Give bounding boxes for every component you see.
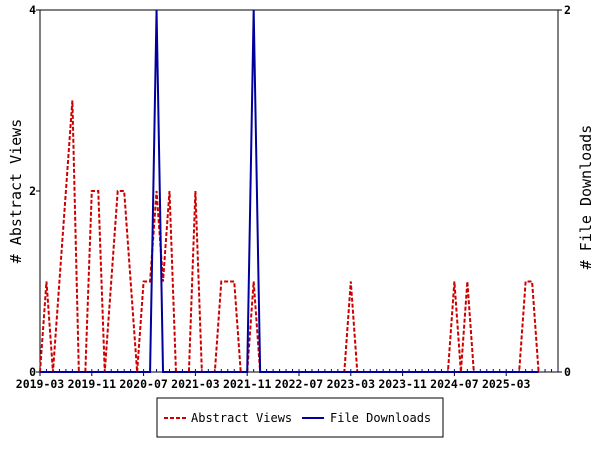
x-tick-label: 2021-11 (223, 377, 272, 391)
legend: Abstract Views File Downloads (156, 397, 444, 438)
y-left-tick-label: 2 (29, 184, 36, 198)
y-right-tick-label: 0 (564, 365, 571, 379)
y-left-tick-label: 4 (29, 3, 36, 17)
legend-box (156, 397, 444, 438)
legend-label-file-downloads: File Downloads (330, 411, 431, 425)
x-tick-label: 2023-03 (327, 377, 376, 391)
x-tick-label: 2019-11 (68, 377, 117, 391)
y-right-axis: 02 (558, 3, 571, 379)
y-left-axis-title: # Abstract Views (7, 119, 25, 264)
x-tick-label: 2025-03 (482, 377, 531, 391)
x-tick-label: 2023-11 (378, 377, 427, 391)
y-left-axis: 0 2 4 (29, 3, 40, 379)
y-right-tick-label: 2 (564, 3, 571, 17)
x-axis: 2019-03 2019-11 2020-07 2021-03 2021-11 2022-… (16, 372, 531, 391)
series-line-abstract-views (39, 100, 540, 373)
x-tick-label: 2024-07 (430, 377, 479, 391)
y-left-tick-label: 0 (29, 365, 36, 379)
x-tick-label: 2022-07 (275, 377, 324, 391)
x-tick-label: 2020-07 (119, 377, 168, 391)
plot-area (39, 9, 559, 373)
legend-label-abstract-views: Abstract Views (191, 411, 292, 425)
y-right-axis-title: # File Downloads (577, 125, 595, 270)
series-line-file-downloads (40, 9, 539, 373)
x-tick-label: 2019-03 (16, 377, 65, 391)
x-tick-label: 2021-03 (171, 377, 220, 391)
series-layer (39, 9, 540, 373)
